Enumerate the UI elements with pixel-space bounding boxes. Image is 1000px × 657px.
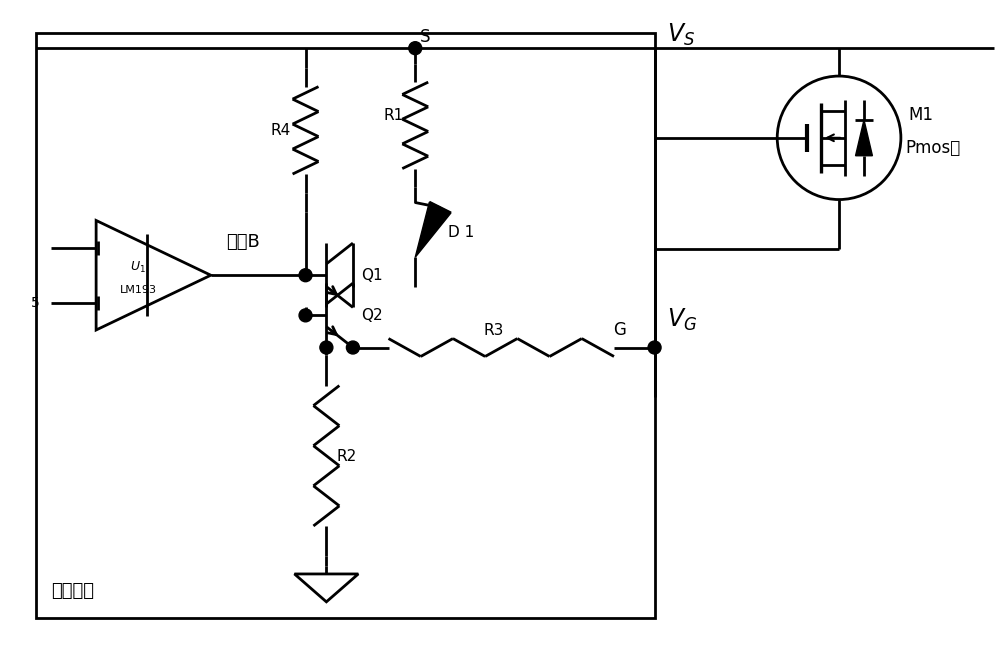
Polygon shape bbox=[294, 574, 358, 602]
Text: R2: R2 bbox=[336, 449, 357, 464]
Circle shape bbox=[409, 41, 422, 55]
Polygon shape bbox=[96, 221, 211, 330]
Text: 5: 5 bbox=[31, 296, 39, 309]
Text: 信号B: 信号B bbox=[226, 233, 260, 252]
Text: R1: R1 bbox=[383, 108, 404, 123]
Polygon shape bbox=[415, 202, 451, 258]
Circle shape bbox=[648, 341, 661, 354]
Circle shape bbox=[299, 309, 312, 322]
Text: R3: R3 bbox=[484, 323, 504, 338]
Text: G: G bbox=[613, 321, 626, 338]
Circle shape bbox=[320, 341, 333, 354]
Text: M1: M1 bbox=[909, 106, 934, 124]
Text: R4: R4 bbox=[271, 123, 291, 138]
Text: S: S bbox=[420, 28, 431, 46]
Text: $U_1$: $U_1$ bbox=[130, 260, 146, 275]
Text: LM193: LM193 bbox=[120, 285, 157, 295]
Text: 驱动电路: 驱动电路 bbox=[51, 582, 94, 600]
Polygon shape bbox=[856, 120, 872, 156]
Text: Q2: Q2 bbox=[361, 308, 383, 323]
Text: D 1: D 1 bbox=[448, 225, 474, 240]
Text: $V_S$: $V_S$ bbox=[667, 22, 695, 48]
Bar bbox=[36, 34, 655, 618]
Circle shape bbox=[299, 269, 312, 282]
Text: $V_G$: $V_G$ bbox=[667, 306, 697, 332]
Text: Pmos管: Pmos管 bbox=[906, 139, 961, 157]
Text: Q1: Q1 bbox=[361, 267, 383, 283]
Circle shape bbox=[346, 341, 359, 354]
